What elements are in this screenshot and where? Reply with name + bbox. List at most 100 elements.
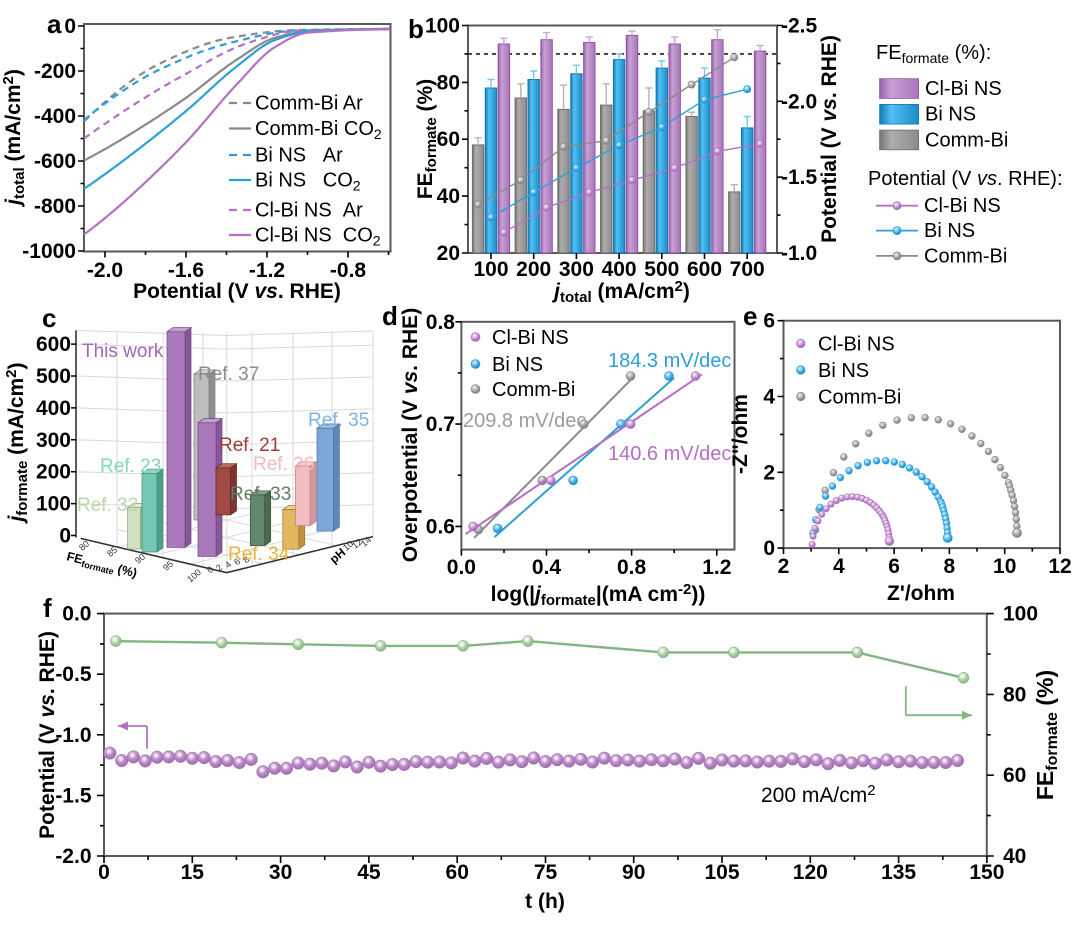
svg-text:135: 135 — [881, 861, 916, 884]
svg-text:jformate (mA/cm2): jformate (mA/cm2) — [3, 362, 31, 524]
svg-text:90: 90 — [622, 861, 645, 884]
svg-text:Ref. 23: Ref. 23 — [100, 456, 161, 477]
svg-text:Potential (V vs. RHE): Potential (V vs. RHE) — [36, 631, 59, 839]
svg-text:30: 30 — [269, 861, 292, 884]
svg-text:90: 90 — [133, 552, 147, 566]
svg-text:105: 105 — [704, 861, 739, 884]
svg-text:0: 0 — [98, 861, 110, 884]
svg-text:400: 400 — [36, 397, 71, 420]
svg-text:-2.0: -2.0 — [781, 90, 817, 113]
svg-text:15: 15 — [181, 861, 205, 884]
svg-text:8: 8 — [241, 554, 251, 565]
svg-text:Cl-Bi NS Ar: Cl-Bi NS Ar — [255, 200, 363, 222]
svg-text:0.6: 0.6 — [426, 515, 455, 538]
svg-text:0.7: 0.7 — [426, 413, 455, 436]
svg-text:12: 12 — [1048, 555, 1071, 578]
svg-text:Cl-Bi NS: Cl-Bi NS — [818, 334, 895, 356]
svg-text:Bi NS Ar: Bi NS Ar — [255, 145, 343, 167]
svg-text:e: e — [743, 301, 757, 331]
svg-text:120: 120 — [793, 861, 828, 884]
svg-text:Comm-Bi: Comm-Bi — [925, 129, 1008, 151]
svg-text:Overpotential (V vs. RHE): Overpotential (V vs. RHE) — [399, 308, 422, 562]
svg-text:4: 4 — [833, 555, 845, 578]
svg-text:-1.2: -1.2 — [249, 259, 285, 282]
svg-text:-600: -600 — [34, 150, 76, 173]
svg-text:Cl-Bi NS: Cl-Bi NS — [492, 327, 569, 349]
svg-text:jtotal (mA/cm2): jtotal (mA/cm2) — [0, 69, 28, 208]
svg-text:Ref. 33: Ref. 33 — [230, 484, 291, 505]
svg-text:FEformate (%): FEformate (%) — [65, 549, 139, 582]
svg-text:Bi NS: Bi NS — [818, 360, 869, 382]
svg-text:45: 45 — [357, 861, 381, 884]
svg-text:Comm-Bi CO2: Comm-Bi CO2 — [255, 118, 382, 142]
svg-text:Bi NS: Bi NS — [925, 104, 976, 126]
svg-text:500: 500 — [644, 258, 679, 281]
svg-text:6: 6 — [888, 555, 900, 578]
svg-text:20: 20 — [437, 242, 460, 265]
svg-text:60: 60 — [437, 128, 460, 151]
svg-text:Ref. 34: Ref. 34 — [228, 544, 290, 565]
svg-text:Ref. 36: Ref. 36 — [253, 454, 314, 475]
svg-text:60: 60 — [1003, 764, 1026, 787]
svg-text:95: 95 — [161, 559, 175, 573]
svg-text:Cl-Bi NS CO2: Cl-Bi NS CO2 — [255, 225, 381, 249]
svg-text:100: 100 — [425, 15, 460, 38]
svg-text:jtotal (mA/cm2): jtotal (mA/cm2) — [551, 278, 690, 306]
svg-text:300: 300 — [559, 258, 594, 281]
svg-text:Comm-Bi: Comm-Bi — [818, 387, 901, 409]
svg-text:This work: This work — [82, 341, 164, 362]
svg-text:700: 700 — [730, 258, 765, 281]
svg-text:-1.0: -1.0 — [781, 242, 817, 265]
svg-text:60: 60 — [446, 861, 469, 884]
svg-text:Potential (V vs. RHE): Potential (V vs. RHE) — [818, 35, 841, 243]
svg-text:2: 2 — [763, 461, 775, 484]
svg-text:-1000: -1000 — [22, 240, 76, 263]
svg-text:6: 6 — [232, 556, 242, 567]
svg-text:-400: -400 — [34, 105, 76, 128]
svg-text:FEformate (%):: FEformate (%): — [876, 42, 991, 66]
svg-text:Ref. 37: Ref. 37 — [198, 364, 259, 385]
svg-text:Potential (V vs. RHE):: Potential (V vs. RHE): — [868, 168, 1063, 190]
svg-text:184.3 mV/dec: 184.3 mV/dec — [608, 350, 731, 372]
svg-text:85: 85 — [105, 545, 119, 559]
svg-text:-2.0: -2.0 — [55, 845, 91, 868]
svg-text:Bi NS CO2: Bi NS CO2 — [255, 170, 361, 194]
svg-text:10: 10 — [341, 539, 355, 553]
svg-text:FEformate (%): FEformate (%) — [414, 79, 440, 199]
svg-text:0: 0 — [205, 564, 215, 575]
svg-text:FEformate (%): FEformate (%) — [1032, 670, 1061, 800]
svg-text:Ref. 32: Ref. 32 — [77, 495, 138, 516]
svg-text:Bi NS: Bi NS — [492, 354, 543, 376]
svg-text:4: 4 — [223, 559, 233, 570]
svg-text:t (h): t (h) — [525, 890, 565, 913]
svg-text:0: 0 — [763, 537, 775, 560]
svg-text:2: 2 — [214, 562, 224, 573]
svg-text:100: 100 — [1003, 603, 1038, 626]
svg-text:Cl-Bi NS: Cl-Bi NS — [925, 78, 1002, 100]
svg-text:Comm-Bi: Comm-Bi — [924, 245, 1007, 267]
svg-text:14: 14 — [359, 535, 373, 549]
svg-text:c: c — [42, 303, 56, 333]
svg-text:100: 100 — [473, 258, 508, 281]
svg-text:Cl-Bi NS: Cl-Bi NS — [924, 195, 1001, 217]
svg-text:80: 80 — [1003, 683, 1026, 706]
svg-text:200: 200 — [516, 258, 551, 281]
svg-text:-2.5: -2.5 — [781, 15, 818, 38]
svg-text:200: 200 — [36, 461, 71, 484]
svg-text:12: 12 — [350, 537, 364, 551]
svg-text:150: 150 — [969, 861, 1004, 884]
svg-text:f: f — [43, 593, 52, 623]
svg-text:Z'/ohm: Z'/ohm — [887, 582, 955, 605]
svg-text:209.8 mV/dec: 209.8 mV/dec — [463, 410, 586, 432]
svg-text:80: 80 — [77, 539, 91, 553]
svg-text:4: 4 — [763, 386, 775, 409]
svg-text:600: 600 — [687, 258, 722, 281]
svg-text:0.4: 0.4 — [532, 556, 562, 579]
svg-text:80: 80 — [437, 71, 460, 94]
svg-text:0: 0 — [59, 525, 71, 548]
svg-text:1.2: 1.2 — [702, 556, 731, 579]
svg-text:-1.5: -1.5 — [781, 166, 818, 189]
svg-text:500: 500 — [36, 365, 71, 388]
svg-text:Comm-Bi Ar: Comm-Bi Ar — [255, 93, 363, 115]
svg-text:-1.0: -1.0 — [55, 724, 91, 747]
